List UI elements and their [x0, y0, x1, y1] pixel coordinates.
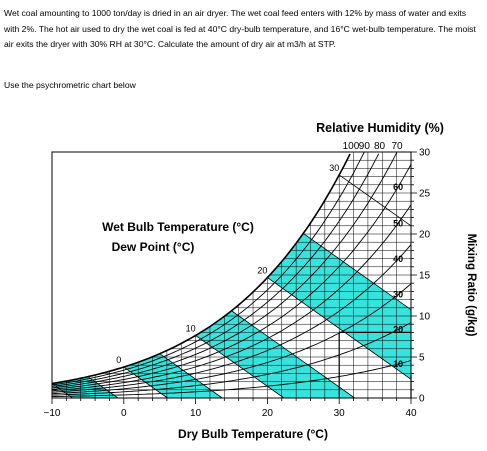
rh-curve-label: 10 [393, 359, 403, 369]
chart-instruction: Use the psychrometric chart below [4, 80, 136, 90]
x-tick-label: 30 [334, 408, 346, 419]
rh-curve-label: 20 [393, 325, 403, 335]
rh-top-labels: 100 90 80 70 [343, 141, 403, 152]
dew-point-label: Dew Point (°C) [112, 240, 195, 254]
rh-top-label: 80 [374, 141, 386, 152]
rh-curve-40 [51, 244, 412, 393]
rh-curve-10 [51, 360, 412, 398]
y-tick-label: 5 [419, 353, 425, 364]
rh-curves [51, 151, 412, 398]
rh-curve-label: 30 [393, 290, 403, 300]
rh-curve-100 [51, 153, 351, 385]
rh-curve-label: 50 [393, 218, 403, 228]
wet-bulb-label: Wet Bulb Temperature (°C) [102, 220, 254, 234]
rh-curve-80 [51, 153, 380, 387]
rh-curve-30 [51, 283, 412, 395]
rh-top-label: 90 [359, 141, 371, 152]
saturation-labels: 30 20 10 0 [116, 163, 339, 365]
rh-top-label: 100 [343, 141, 360, 152]
x-tick-label: 40 [405, 408, 417, 419]
problem-statement: Wet coal amounting to 1000 ton/day is dr… [4, 8, 476, 49]
saturation-label: 0 [116, 355, 121, 365]
rh-curve-70 [51, 152, 398, 389]
axis-ticks [51, 151, 417, 404]
rh-top-label: 70 [392, 141, 404, 152]
rh-curve-labels: 60 50 40 30 20 10 [393, 182, 403, 369]
x-axis-label: Dry Bulb Temperature (°C) [178, 427, 328, 441]
y-tick-label: 30 [419, 148, 431, 159]
y-tick-label: 0 [419, 394, 425, 405]
rh-curve-label: 60 [393, 182, 403, 192]
saturation-label: 30 [329, 163, 339, 173]
x-tick-labels: −10 0 10 20 30 40 [44, 408, 417, 419]
x-tick-label: 10 [190, 408, 202, 419]
y-axis-label: Mixing Ratio (g/kg) [465, 234, 477, 337]
y-tick-label: 10 [419, 312, 431, 323]
x-tick-label: 20 [262, 408, 274, 419]
y-tick-label: 25 [419, 189, 431, 200]
x-tick-label: 0 [121, 408, 127, 419]
saturation-label: 20 [257, 266, 267, 276]
rh-curve-50 [51, 204, 412, 392]
y-tick-label: 20 [419, 230, 431, 241]
wet-bulb-line [338, 174, 412, 227]
rh-curve-90 [51, 151, 365, 386]
rh-curve-60 [51, 164, 412, 390]
y-tick-labels: 0 5 10 15 20 25 30 [419, 148, 431, 405]
wet-bulb-line [195, 335, 285, 399]
chart-title: Relative Humidity (%) [316, 121, 444, 135]
saturation-label: 10 [186, 323, 196, 333]
x-tick-label: −10 [44, 408, 61, 419]
rh-curve-label: 40 [393, 254, 403, 264]
rh-curve-20 [51, 322, 412, 396]
y-tick-label: 15 [419, 271, 431, 282]
